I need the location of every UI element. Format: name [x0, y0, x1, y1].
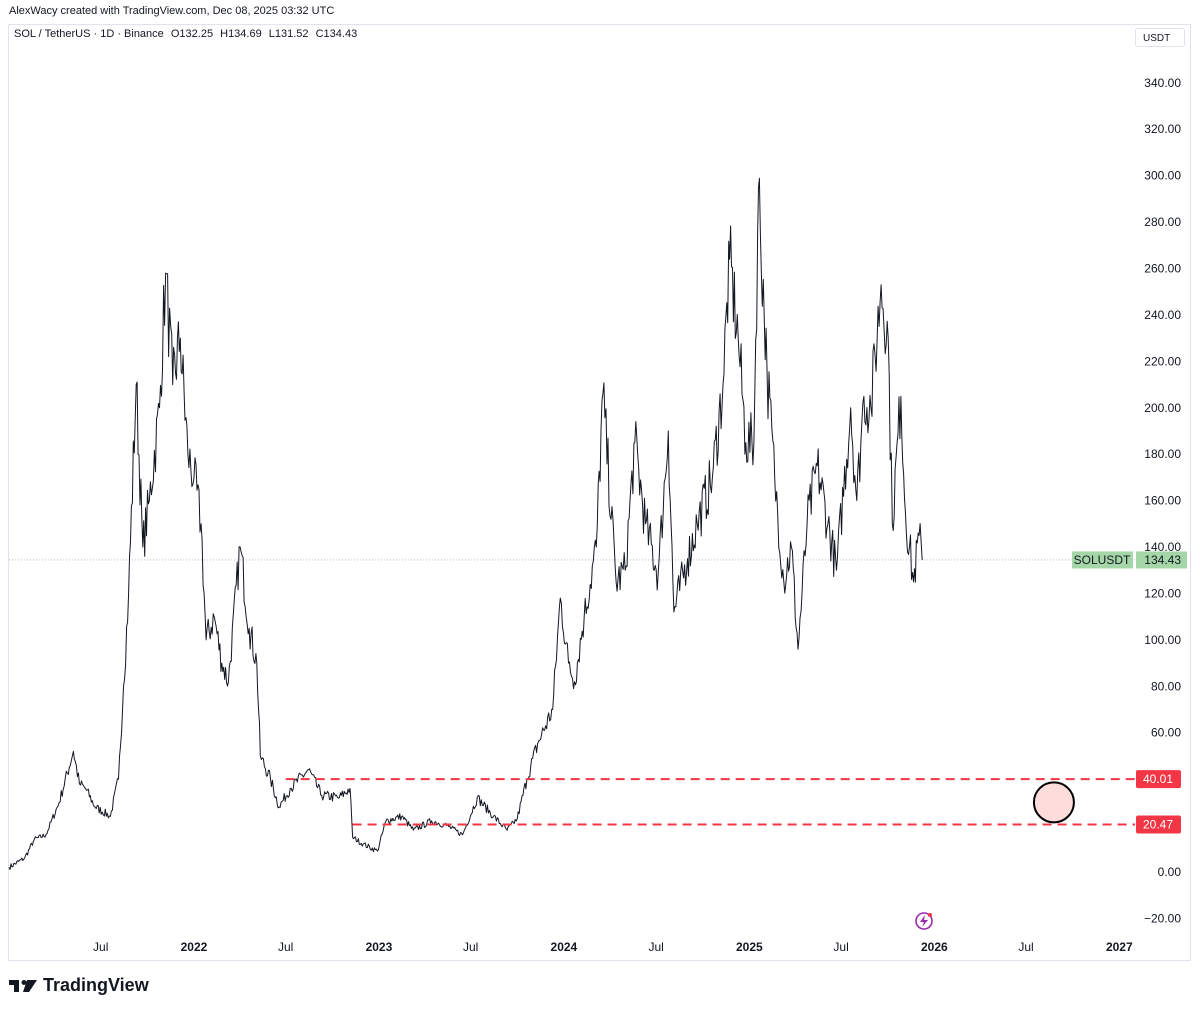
y-tick-label: 100.00: [1144, 633, 1181, 647]
symbol-badge-label: SOLUSDT: [1074, 553, 1131, 567]
price-chart[interactable]: 340.00 320.00 300.00 280.00 260.00 240.00 220.…: [0, 0, 1200, 975]
level-label: 40.01: [1143, 772, 1173, 786]
annotations: [1032, 781, 1075, 824]
y-tick-label: 240.00: [1144, 308, 1181, 322]
currency-button[interactable]: USDT: [1135, 28, 1185, 47]
y-tick-label: −20.00: [1144, 911, 1181, 925]
y-tick-label: 300.00: [1144, 169, 1181, 183]
y-tick-label: 120.00: [1144, 586, 1181, 600]
lightning-icon[interactable]: [915, 912, 933, 930]
x-tick-label: 2022: [181, 940, 208, 954]
brand-name: TradingView: [43, 975, 149, 995]
chart-credit: AlexWacy created with TradingView.com, D…: [9, 5, 335, 17]
y-tick-label: 140.00: [1144, 540, 1181, 554]
open-value: O132.25: [170, 28, 214, 40]
y-tick-label: 80.00: [1151, 679, 1181, 693]
x-tick-label: Jul: [278, 940, 293, 954]
lightning-dot: [928, 913, 932, 917]
lightning-ring: [915, 912, 933, 930]
y-tick-label: 160.00: [1144, 494, 1181, 508]
x-tick-label: Jul: [93, 940, 108, 954]
support-levels: 40.01 20.47: [285, 770, 1181, 834]
y-tick-label: 60.00: [1151, 726, 1181, 740]
price-series: SOLUSDT 134.43: [8, 177, 1187, 870]
x-tick-label: Jul: [1018, 940, 1033, 954]
y-tick-label: 0.00: [1158, 865, 1182, 879]
lightning-bolt: [920, 915, 928, 927]
price-line: [8, 177, 923, 870]
x-tick-label: Jul: [463, 940, 478, 954]
y-tick-label: 280.00: [1144, 215, 1181, 229]
y-tick-label: 320.00: [1144, 122, 1181, 136]
level-label: 20.47: [1143, 817, 1173, 831]
y-tick-label: 340.00: [1144, 76, 1181, 90]
symbol-legend: SOL / TetherUS · 1D · Binance O132.25 H1…: [14, 28, 361, 40]
last-price-label: 134.43: [1144, 553, 1181, 567]
x-tick-label: Jul: [648, 940, 663, 954]
x-tick-label: 2026: [921, 940, 948, 954]
y-axis: 340.00 320.00 300.00 280.00 260.00 240.00 220.…: [1144, 76, 1181, 926]
x-tick-label: Jul: [833, 940, 848, 954]
tradingview-brand[interactable]: TradingView: [9, 975, 149, 996]
low-value: L131.52: [268, 28, 309, 40]
x-tick-label: 2023: [366, 940, 393, 954]
chart-frame: [8, 24, 1191, 961]
high-value: H134.69: [220, 28, 262, 40]
level-badge: [1136, 815, 1181, 834]
y-tick-label: 200.00: [1144, 401, 1181, 415]
tradingview-logo-icon: [9, 979, 37, 992]
last-price-badge: [1136, 551, 1187, 569]
symbol-badge: [1072, 551, 1133, 569]
x-axis: Jul 2022 Jul 2023 Jul 2024 Jul 2025 Jul 2026 Jul 20…: [93, 940, 1133, 954]
y-tick-label: 260.00: [1144, 262, 1181, 276]
target-circle: [1032, 781, 1075, 824]
x-tick-label: 2027: [1106, 940, 1133, 954]
x-tick-label: 2025: [736, 940, 763, 954]
close-value: C134.43: [315, 28, 358, 40]
symbol-label[interactable]: SOL / TetherUS · 1D · Binance: [14, 28, 164, 40]
level-badge: [1136, 770, 1181, 789]
y-tick-label: 220.00: [1144, 354, 1181, 368]
y-tick-label: 180.00: [1144, 447, 1181, 461]
x-tick-label: 2024: [551, 940, 578, 954]
